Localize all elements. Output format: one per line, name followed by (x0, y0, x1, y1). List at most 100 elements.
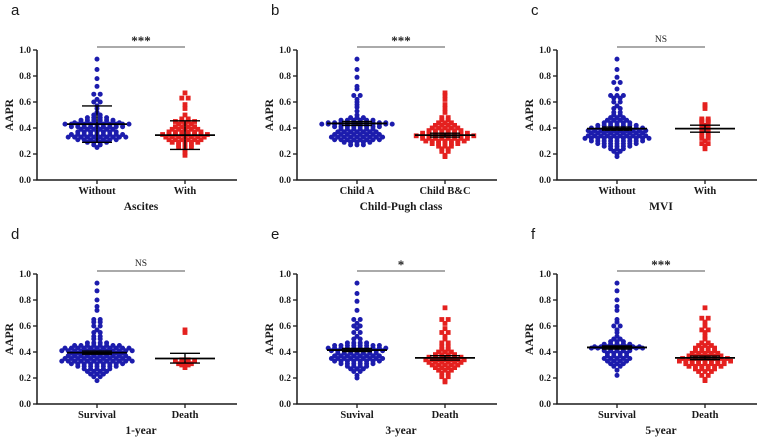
data-point (126, 121, 132, 127)
data-point (614, 56, 620, 62)
data-point (439, 146, 445, 152)
data-point (611, 99, 617, 105)
data-point (97, 91, 103, 97)
data-point (179, 124, 185, 130)
y-tick-label: 0.8 (19, 296, 31, 306)
data-point (718, 353, 724, 359)
data-point (696, 369, 701, 374)
data-point (611, 106, 617, 111)
data-point (449, 362, 454, 368)
data-point (442, 138, 448, 144)
data-point (617, 363, 623, 369)
data-point (65, 134, 71, 140)
significance-label: * (398, 257, 405, 272)
data-point (614, 367, 620, 373)
data-point (721, 361, 727, 367)
data-point (319, 121, 325, 127)
data-point (192, 129, 197, 135)
data-point (702, 146, 708, 152)
data-point (702, 369, 708, 374)
data-point (97, 374, 103, 380)
data-point (614, 67, 620, 72)
error-bar-survival (587, 345, 647, 350)
y-tick-label: 0.6 (19, 322, 31, 332)
data-point (449, 138, 454, 144)
data-point (182, 327, 188, 333)
data-point (689, 361, 695, 367)
points-child-a (319, 56, 395, 148)
data-point (442, 334, 448, 339)
error-bar-child-b-c (415, 132, 475, 138)
data-point (192, 137, 197, 143)
data-point (445, 344, 451, 350)
data-point (455, 362, 461, 368)
data-point (709, 358, 714, 364)
y-tick-label: 0.4 (539, 348, 551, 358)
data-point (185, 124, 191, 130)
data-point (689, 350, 695, 356)
data-point (699, 130, 705, 136)
data-point (436, 138, 441, 144)
points-survival (588, 280, 646, 378)
data-point (702, 319, 708, 325)
data-point (354, 74, 360, 80)
data-point (461, 138, 467, 144)
data-point (332, 358, 338, 364)
data-point (439, 117, 445, 123)
data-point (201, 134, 207, 140)
panel-b: b *** 1.0 0.8 0.6 0.4 0.2 0.0 AAPR Child A Child … (260, 0, 520, 224)
x-tick-label-with: With (694, 186, 717, 197)
points-child-b-c (413, 90, 477, 159)
data-point (357, 317, 363, 322)
x-axis-title: Child-Pugh class (360, 201, 443, 213)
x-axis-title: 1-year (125, 425, 156, 437)
x-axis-title: MVI (649, 201, 673, 213)
points-death (677, 305, 733, 383)
data-point (617, 95, 623, 101)
data-point (185, 95, 191, 101)
data-point (601, 143, 607, 149)
data-point (458, 130, 464, 136)
data-point (702, 336, 708, 342)
data-point (439, 149, 445, 154)
panel-a-plot: *** 1.0 0.8 0.6 0.4 0.2 0.0 AAPR Without With Asci… (4, 33, 237, 213)
data-point (702, 330, 708, 335)
error-bar-with (155, 120, 215, 151)
data-point (163, 134, 169, 140)
data-point (91, 374, 97, 380)
data-point (614, 288, 620, 294)
data-point (705, 120, 711, 126)
data-point (614, 304, 620, 309)
data-point (94, 304, 100, 309)
data-point (376, 137, 382, 143)
data-point (712, 345, 717, 351)
data-point (702, 143, 708, 149)
data-point (439, 136, 445, 141)
data-point (452, 136, 457, 141)
x-tick-label-suvival: Suvival (340, 410, 373, 421)
significance-label: NS (655, 35, 667, 45)
error-bar-without (587, 126, 647, 131)
data-point (436, 367, 441, 373)
data-point (97, 323, 103, 329)
data-point (360, 142, 366, 148)
data-point (354, 104, 360, 110)
data-point (189, 145, 194, 150)
y-tick-label: 1.0 (19, 270, 31, 280)
panel-f-plot: *** 1.0 0.8 0.6 0.4 0.2 0.0 AAPR Survival Death 5-… (524, 257, 757, 437)
data-point (439, 128, 445, 133)
data-point (442, 102, 448, 107)
data-point (705, 133, 711, 139)
panel-a: a *** 1.0 0.8 0.6 0.4 0.2 0.0 AAPR Without With As… (0, 0, 260, 224)
data-point (705, 315, 711, 321)
data-point (182, 102, 188, 107)
y-tick-label: 0.4 (19, 348, 31, 358)
data-point (354, 326, 360, 332)
data-point (702, 305, 708, 311)
data-point (179, 129, 185, 135)
points-without (62, 56, 132, 150)
data-point (445, 123, 451, 128)
data-point (439, 123, 445, 128)
data-point (351, 93, 357, 98)
